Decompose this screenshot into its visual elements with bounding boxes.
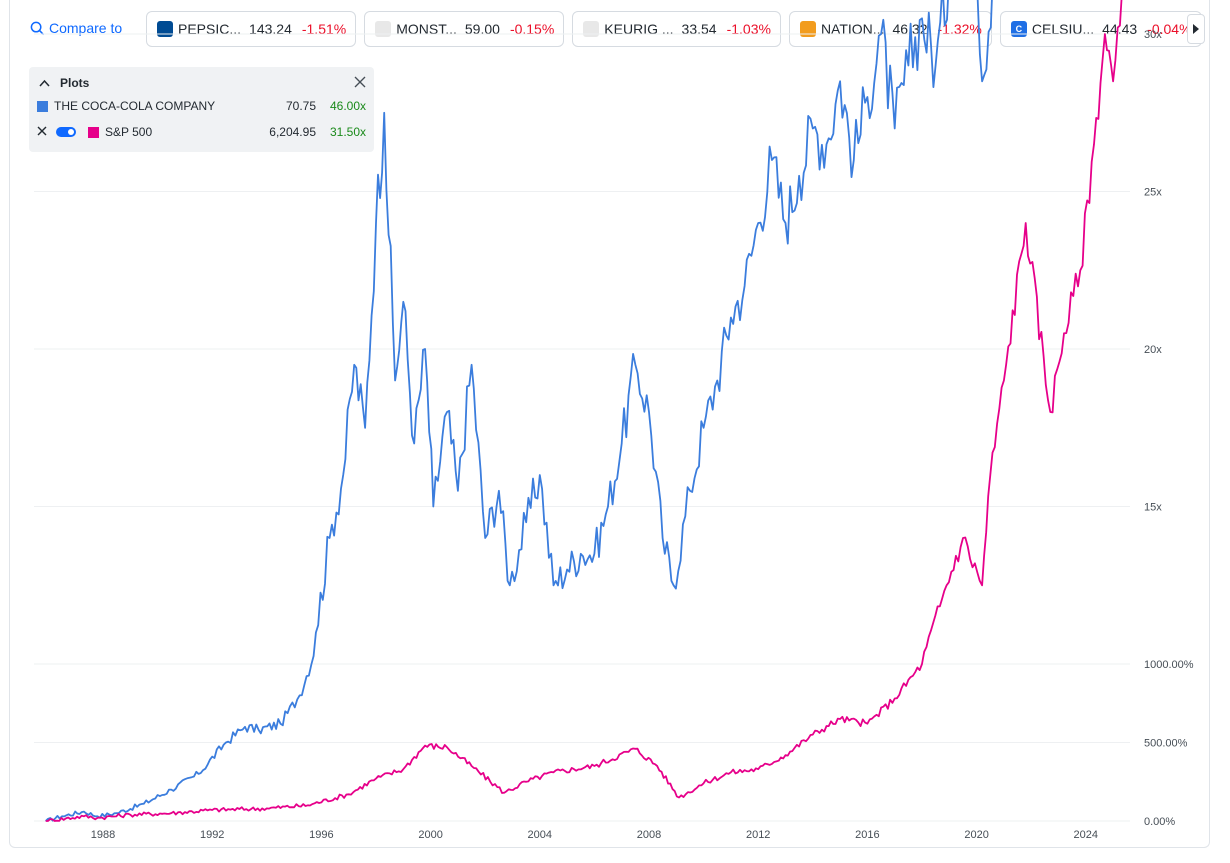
y-tick-label: 25x: [1144, 187, 1162, 199]
y-tick-label: 500.00%: [1144, 738, 1188, 750]
plot-row-multiple: 31.50x: [329, 125, 366, 139]
ticker-name: KEURIG ...: [604, 21, 674, 37]
ticker-chip-list: PEPSIC... 143.24 -1.51% MONST... 59.00 -0.15%…: [146, 11, 1202, 47]
plot-row-main: THE COCA-COLA COMPANY 70.75 46.00x: [37, 98, 366, 114]
plot-row-name: THE COCA-COLA COMPANY: [54, 99, 216, 113]
ticker-chip[interactable]: KEURIG ... 33.54 -1.03%: [572, 11, 781, 47]
x-tick-label: 2008: [637, 829, 661, 841]
y-tick-label: 30x: [1144, 29, 1162, 41]
ticker-price: 59.00: [464, 21, 500, 37]
remove-plot-icon[interactable]: [37, 125, 47, 139]
series-color-swatch: [37, 100, 48, 112]
company-logo-icon: [157, 21, 173, 37]
plot-row-name: S&P 500: [105, 125, 153, 139]
chevron-up-icon: [39, 79, 50, 87]
ticker-change: -1.51%: [301, 21, 347, 37]
ticker-change: -1.03%: [726, 21, 771, 37]
x-tick-label: 2020: [964, 829, 988, 841]
x-tick-label: 1996: [309, 829, 333, 841]
compare-to-label: Compare to: [49, 20, 123, 36]
ticker-chip[interactable]: C CELSIU... 44.43 -0.04%: [999, 11, 1202, 47]
plots-title: Plots: [60, 76, 90, 90]
ticker-price: 143.24: [249, 21, 292, 37]
ticker-chip[interactable]: PEPSIC... 143.24 -1.51%: [146, 11, 357, 47]
plots-header[interactable]: Plots: [39, 76, 89, 90]
ticker-price: 44.43: [1102, 21, 1138, 37]
company-logo-icon: [799, 21, 816, 37]
ticker-name: NATION...: [820, 21, 885, 37]
y-tick-label: 15x: [1144, 502, 1162, 514]
plot-row-compare: S&P 500 6,204.95 31.50x: [37, 124, 366, 140]
close-icon[interactable]: [354, 76, 366, 91]
caret-right-icon: [1193, 24, 1199, 34]
plot-row-value: 6,204.95: [269, 125, 316, 139]
plots-panel: Plots THE COCA-COLA COMPANY 70.75 46.00x…: [29, 67, 374, 152]
ticker-price: 33.54: [681, 21, 717, 37]
ticker-name: CELSIU...: [1031, 21, 1095, 37]
x-tick-label: 1988: [91, 829, 115, 841]
plot-row-multiple: 46.00x: [329, 99, 366, 113]
chart-frame: [9, 0, 1210, 848]
x-tick-label: 2000: [418, 829, 442, 841]
y-tick-label: 1000.00%: [1144, 659, 1194, 671]
ticker-chip[interactable]: MONST... 59.00 -0.15%: [364, 11, 565, 47]
scroll-right-button[interactable]: [1187, 14, 1205, 44]
compare-to-button[interactable]: Compare to: [30, 19, 122, 37]
x-tick-label: 2004: [528, 829, 552, 841]
x-tick-label: 2024: [1074, 829, 1098, 841]
ticker-name: MONST...: [396, 21, 457, 37]
search-icon: [30, 21, 45, 35]
x-tick-label: 2016: [855, 829, 879, 841]
company-logo-icon: C: [1010, 21, 1027, 37]
ticker-change: -0.15%: [509, 21, 555, 37]
x-tick-label: 1992: [200, 829, 224, 841]
y-tick-label: 20x: [1144, 344, 1162, 356]
series-line: [45, 0, 1123, 822]
ticker-change: -0.04%: [1147, 21, 1192, 37]
plot-row-value: 70.75: [285, 99, 316, 113]
plot-visibility-toggle[interactable]: [56, 127, 76, 137]
company-logo-icon: [583, 21, 600, 37]
company-logo-icon: [375, 21, 392, 37]
series-color-swatch: [88, 126, 99, 138]
ticker-change: -1.32%: [937, 21, 982, 37]
ticker-chip[interactable]: NATION... 46.32 -1.32%: [788, 11, 992, 47]
series-line: [45, 0, 993, 822]
y-tick-label: 0.00%: [1144, 816, 1175, 828]
ticker-name: PEPSIC...: [178, 21, 242, 37]
x-tick-label: 2012: [746, 829, 770, 841]
